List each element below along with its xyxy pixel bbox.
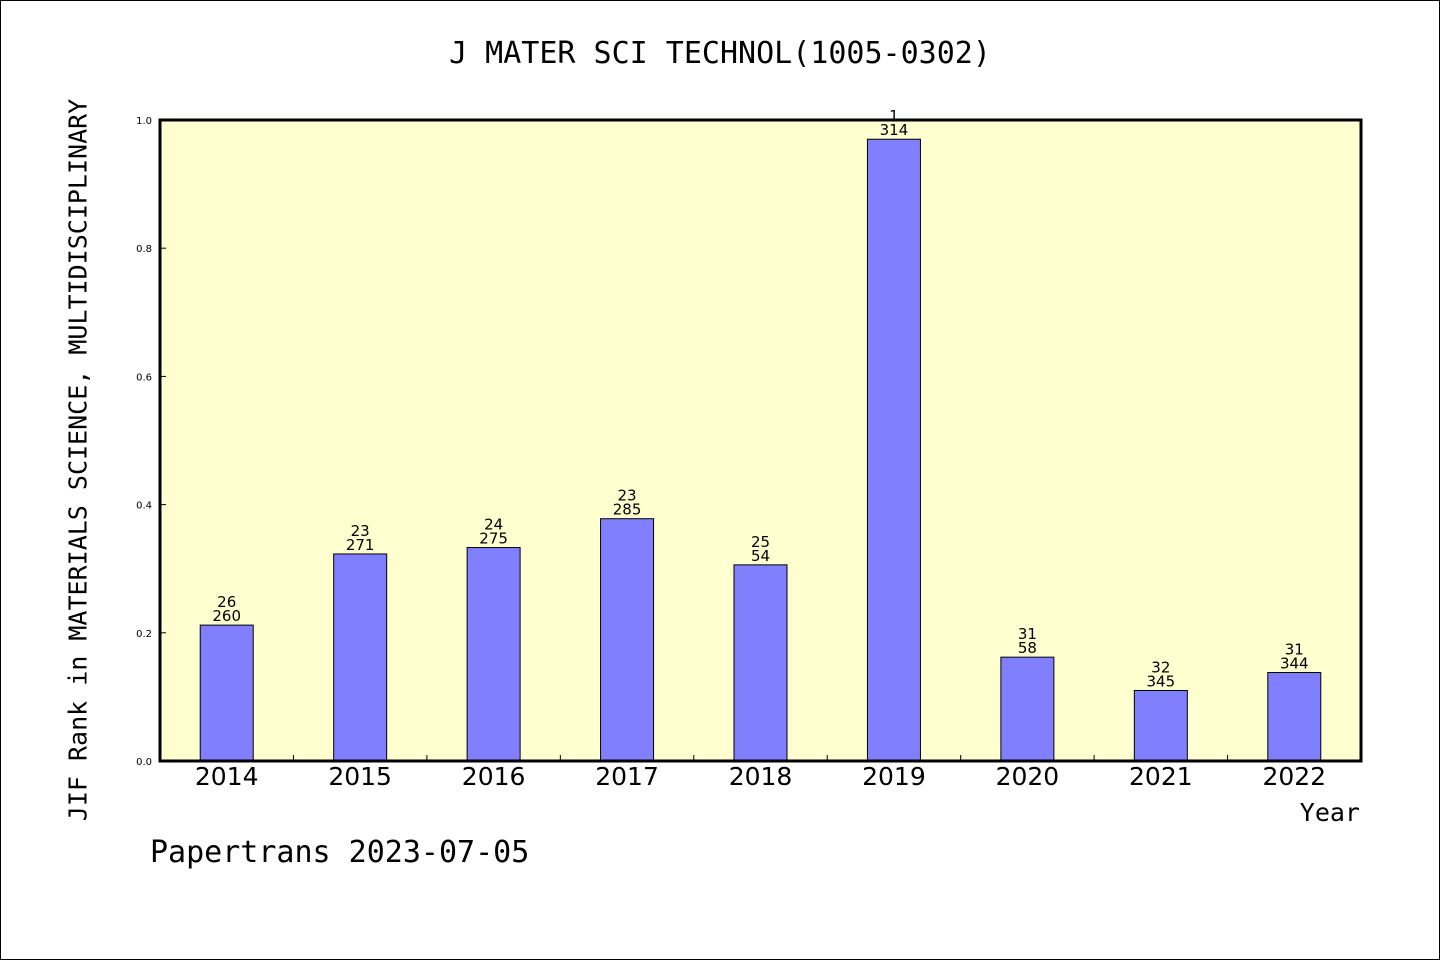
bar-label-total: 344: [1280, 655, 1309, 673]
x-tick-label: 2019: [862, 762, 926, 791]
bar-label-rank: 31: [1285, 641, 1304, 659]
x-tick-label: 2015: [328, 762, 392, 791]
y-tick-label: 1.0: [136, 116, 152, 127]
x-axis-label: Year: [1299, 798, 1360, 827]
bar-label-rank: 24: [484, 516, 503, 534]
bar-label-rank: 23: [351, 522, 370, 540]
x-tick-label: 2018: [729, 762, 793, 791]
bar-label-total: 260: [212, 607, 241, 625]
bar-label-total: 58: [1018, 639, 1037, 657]
y-tick-label: 0.0: [136, 757, 152, 768]
x-tick-label: 2017: [595, 762, 659, 791]
bar-label-rank: 1: [889, 107, 899, 125]
bar-2014: [199, 624, 254, 762]
bar-label-rank: 32: [1151, 658, 1170, 676]
bar-label-total: 285: [613, 501, 642, 519]
bar-label-total: 314: [880, 121, 909, 139]
bar-label-rank: 25: [751, 533, 770, 551]
x-tick-label: 2022: [1262, 762, 1326, 791]
bar-label-rank: 26: [217, 593, 236, 611]
x-tick-label: 2020: [996, 762, 1060, 791]
x-tick-label: 2016: [462, 762, 526, 791]
bar-2018: [733, 564, 788, 762]
footer-credit: Papertrans 2023-07-05: [150, 835, 530, 870]
y-tick-label: 0.6: [136, 372, 152, 383]
bar-label-total: 275: [479, 530, 508, 548]
y-tick-label: 0.4: [136, 501, 152, 512]
bar-label-rank: 31: [1018, 625, 1037, 643]
bar-2016: [466, 547, 521, 762]
bar-label-total: 271: [346, 536, 375, 554]
chart-title: J MATER SCI TECHNOL(1005-0302): [449, 36, 991, 71]
bar-2020: [1000, 656, 1055, 762]
bar-2017: [600, 518, 655, 762]
bar-2022: [1267, 672, 1322, 762]
y-tick-label: 0.8: [136, 244, 152, 255]
bar-label-total: 345: [1147, 672, 1176, 690]
bar-label-total: 54: [751, 547, 770, 565]
x-tick-label: 2014: [195, 762, 259, 791]
bar-label-rank: 23: [618, 487, 637, 505]
plot-border: [158, 118, 1363, 763]
bar-2019: [866, 138, 921, 762]
bar-2021: [1133, 689, 1188, 762]
y-tick-label: 0.2: [136, 629, 152, 640]
bar-2015: [333, 553, 388, 762]
x-tick-label: 2021: [1129, 762, 1193, 791]
